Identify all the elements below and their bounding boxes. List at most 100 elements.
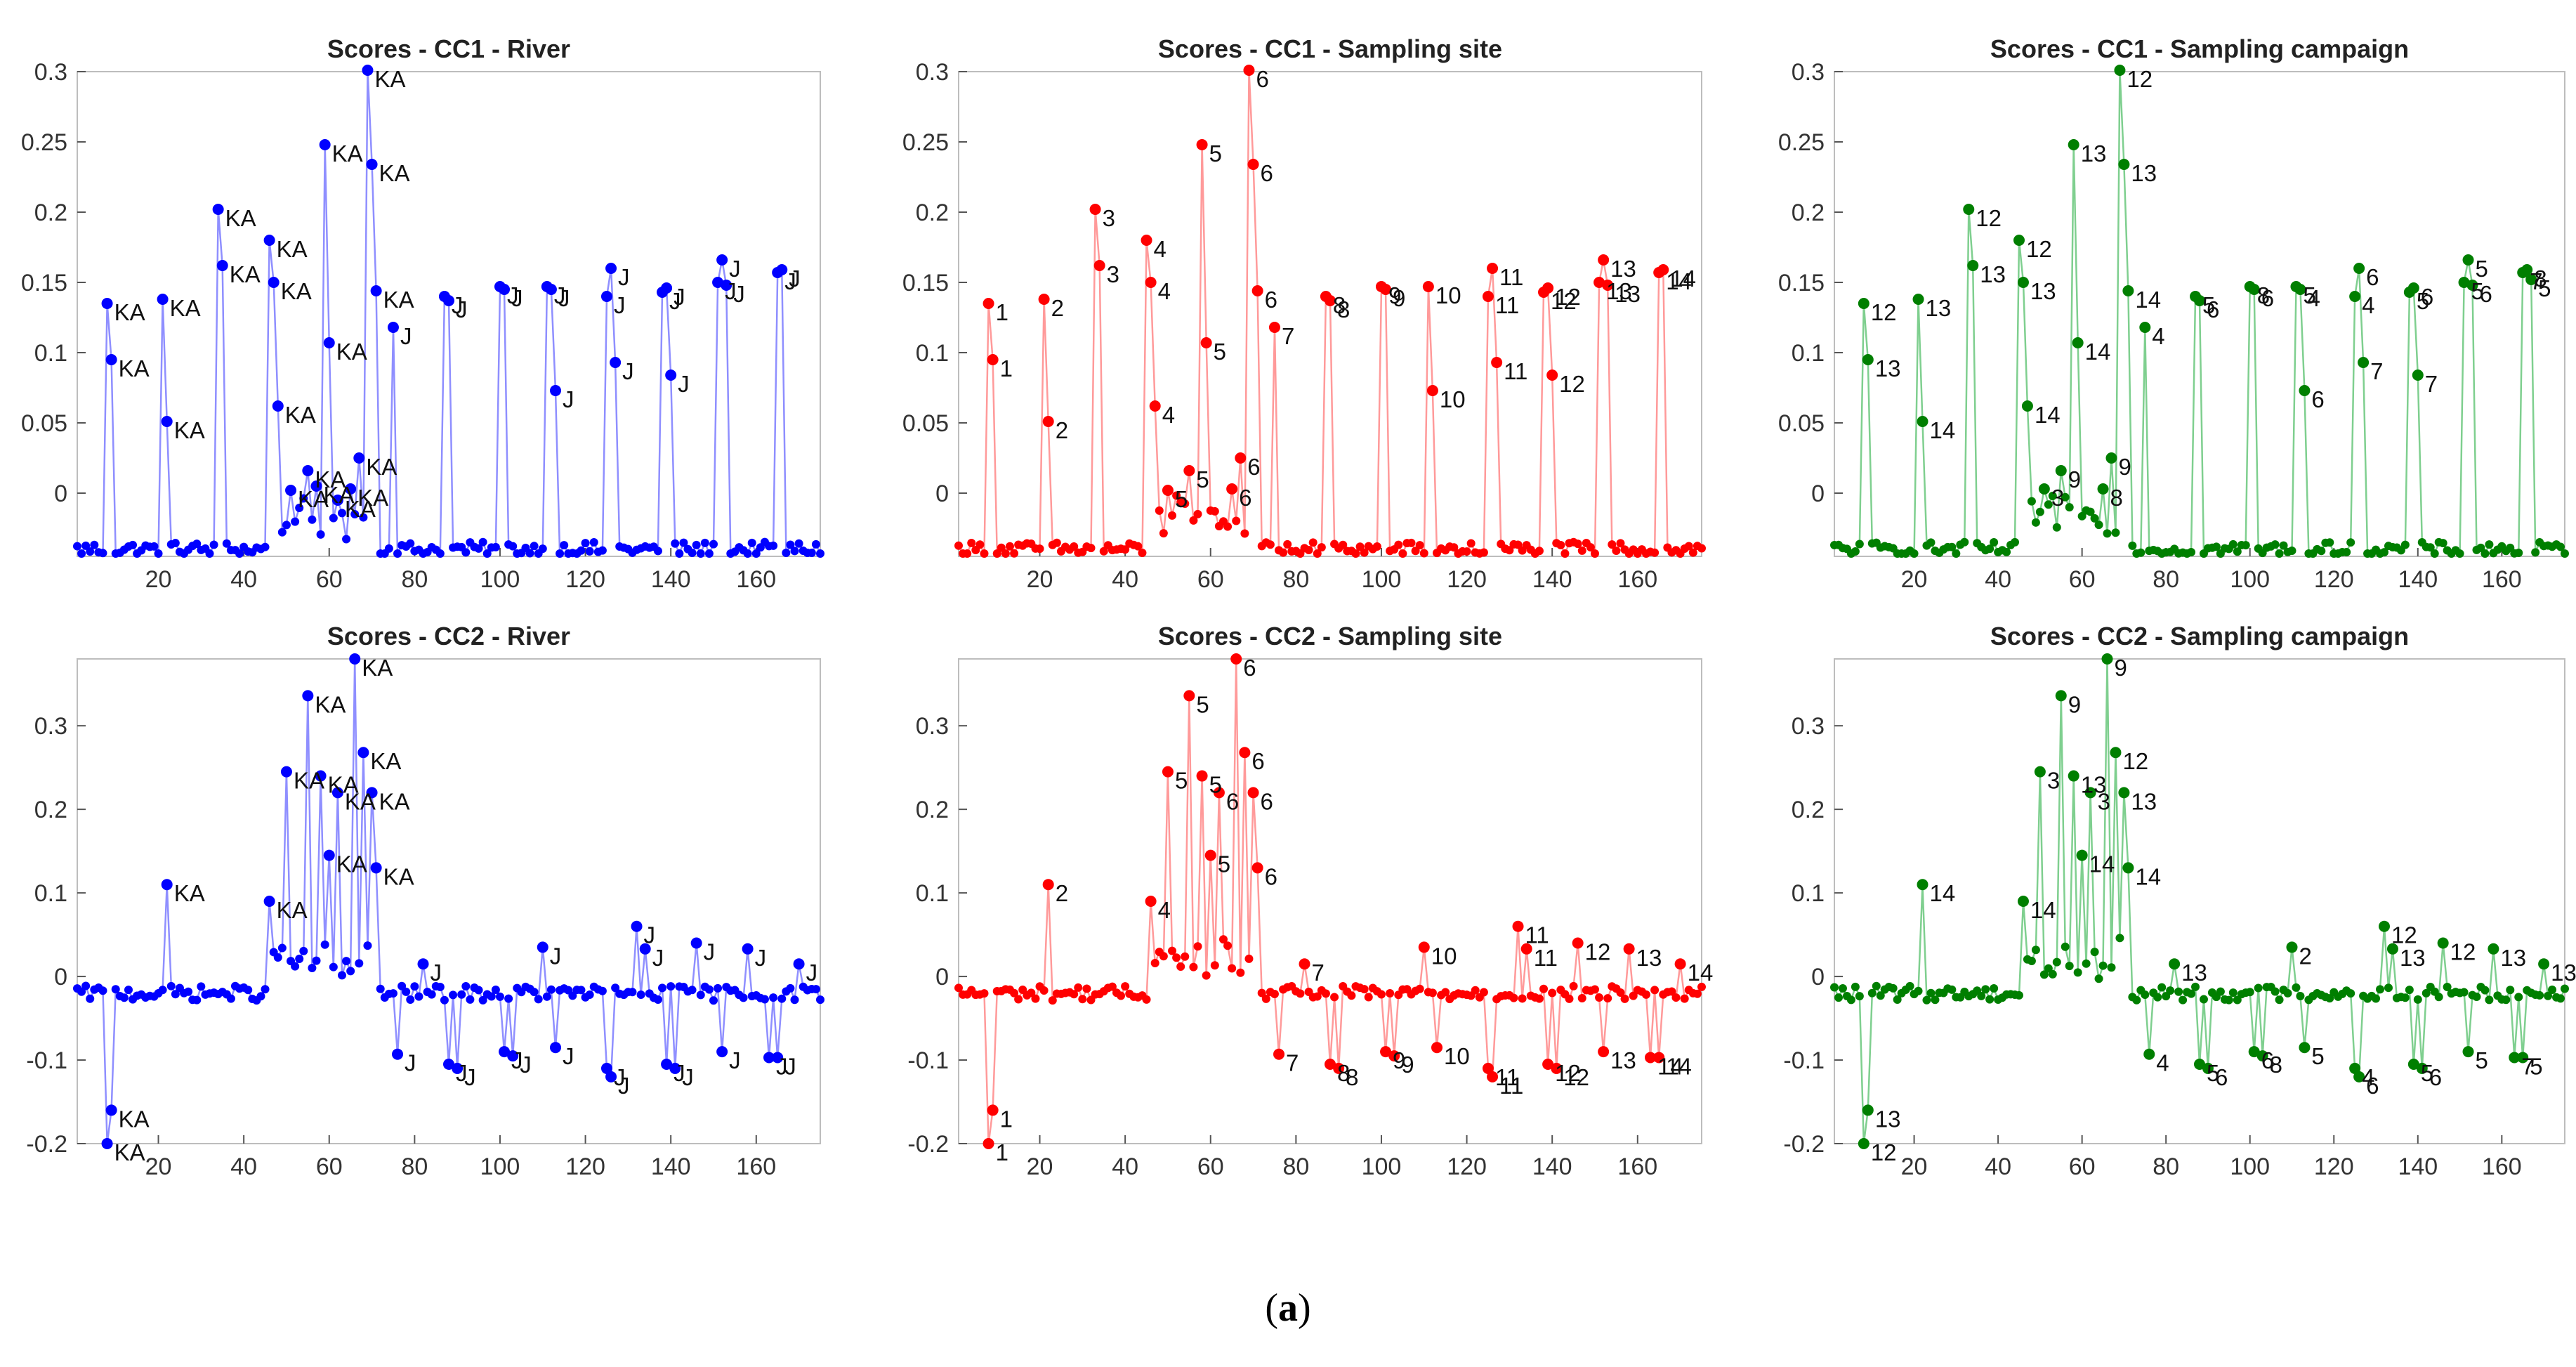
data-point [688, 986, 697, 995]
data-point [1684, 542, 1693, 551]
data-point [1172, 953, 1181, 962]
y-tick-label: 0.25 [1778, 129, 1825, 156]
chart-title: Scores - CC1 - River [327, 34, 570, 63]
peak-point [1487, 1071, 1499, 1083]
point-label: 11 [1525, 922, 1549, 948]
data-point [355, 959, 364, 968]
point-label: 14 [1930, 417, 1956, 443]
peak-point [2055, 690, 2067, 702]
point-label: 5 [2538, 275, 2551, 301]
data-point [277, 528, 287, 537]
data-point [1577, 546, 1586, 555]
peak-point [1862, 354, 1874, 365]
data-point [1505, 546, 1514, 555]
data-point [2514, 549, 2523, 558]
data-point [277, 943, 287, 953]
point-label: 8 [2257, 282, 2270, 308]
x-tick-label: 100 [480, 1153, 520, 1180]
point-label: KA [374, 66, 405, 92]
data-point [1039, 986, 1049, 995]
peak-point [2013, 235, 2025, 246]
peak-point [1422, 281, 1434, 292]
data-point [568, 991, 577, 1000]
point-label: 13 [1610, 1047, 1636, 1073]
peak-point [331, 495, 343, 506]
peak-point [2105, 452, 2117, 464]
point-label: 12 [2391, 922, 2417, 948]
data-point [1330, 993, 1339, 1002]
data-point [1121, 982, 1130, 991]
data-point [1985, 995, 1995, 1004]
peak-point [101, 1138, 113, 1149]
data-point [1560, 549, 1570, 558]
x-tick-label: 80 [401, 566, 428, 593]
peak-point [1162, 766, 1174, 778]
point-label: 4 [2152, 323, 2164, 349]
data-point [1005, 542, 1014, 551]
point-label: 7 [1286, 1050, 1299, 1076]
data-point [777, 994, 787, 1003]
point-label: KA [332, 140, 363, 166]
data-point [337, 509, 346, 518]
peak-point [2202, 1062, 2214, 1074]
peak-point [357, 747, 369, 759]
y-tick-label: 0 [1811, 964, 1825, 990]
x-tick-label: 160 [1617, 566, 1657, 593]
peak-point [665, 369, 677, 381]
data-point [709, 996, 718, 1005]
point-label: 9 [2115, 655, 2127, 681]
chart-title: Scores - CC2 - Sampling campaign [1990, 622, 2409, 650]
point-label: J [776, 1053, 788, 1079]
point-label: 5 [2207, 1060, 2219, 1086]
peak-point [1325, 1058, 1336, 1070]
point-label: 7 [2530, 268, 2542, 294]
x-tick-label: 60 [2069, 1153, 2096, 1180]
peak-point [1196, 139, 1208, 150]
point-label: J [507, 282, 519, 308]
data-point [1189, 516, 1198, 525]
x-tick-label: 160 [2482, 1153, 2522, 1180]
data-point [2472, 992, 2481, 1001]
x-tick-label: 40 [1985, 566, 2011, 593]
peak-point [1243, 65, 1255, 76]
data-point [1990, 538, 1999, 547]
peak-point [2466, 280, 2478, 291]
point-label: J [806, 960, 818, 986]
point-label: 9 [2118, 454, 2131, 480]
data-point [256, 992, 265, 1001]
data-point [1086, 544, 1096, 553]
point-label: J [563, 386, 574, 412]
data-point [2502, 995, 2511, 1005]
point-label: J [789, 266, 801, 292]
data-point [2233, 547, 2242, 556]
data-point [1355, 542, 1365, 551]
point-label: 10 [1431, 943, 1457, 969]
peak-point [1230, 653, 1242, 665]
data-point [1159, 529, 1168, 538]
point-label: 12 [2450, 938, 2476, 964]
data-point [1981, 985, 1990, 994]
peak-point [2378, 920, 2390, 932]
data-point [1688, 548, 1697, 557]
point-label: 14 [1666, 1053, 1692, 1079]
data-point [1150, 958, 1159, 967]
data-point [312, 956, 321, 965]
data-point [2073, 968, 2082, 977]
data-point [1680, 994, 1689, 1003]
data-point [2283, 988, 2292, 998]
peak-point [2068, 770, 2079, 782]
point-label: 5 [2303, 282, 2315, 308]
peak-point [2437, 937, 2449, 949]
y-tick-label: 0.3 [34, 713, 67, 740]
point-label: 14 [1688, 960, 1714, 986]
point-label: 2 [1056, 880, 1068, 906]
point-label: J [554, 282, 566, 308]
data-point [1830, 983, 1839, 992]
point-label: 12 [2122, 748, 2148, 774]
data-point [1172, 491, 1181, 500]
y-tick-label: 0.3 [34, 59, 67, 86]
data-point [129, 540, 138, 549]
data-point [2245, 988, 2254, 997]
peak-point [631, 920, 643, 932]
data-point [244, 986, 253, 995]
